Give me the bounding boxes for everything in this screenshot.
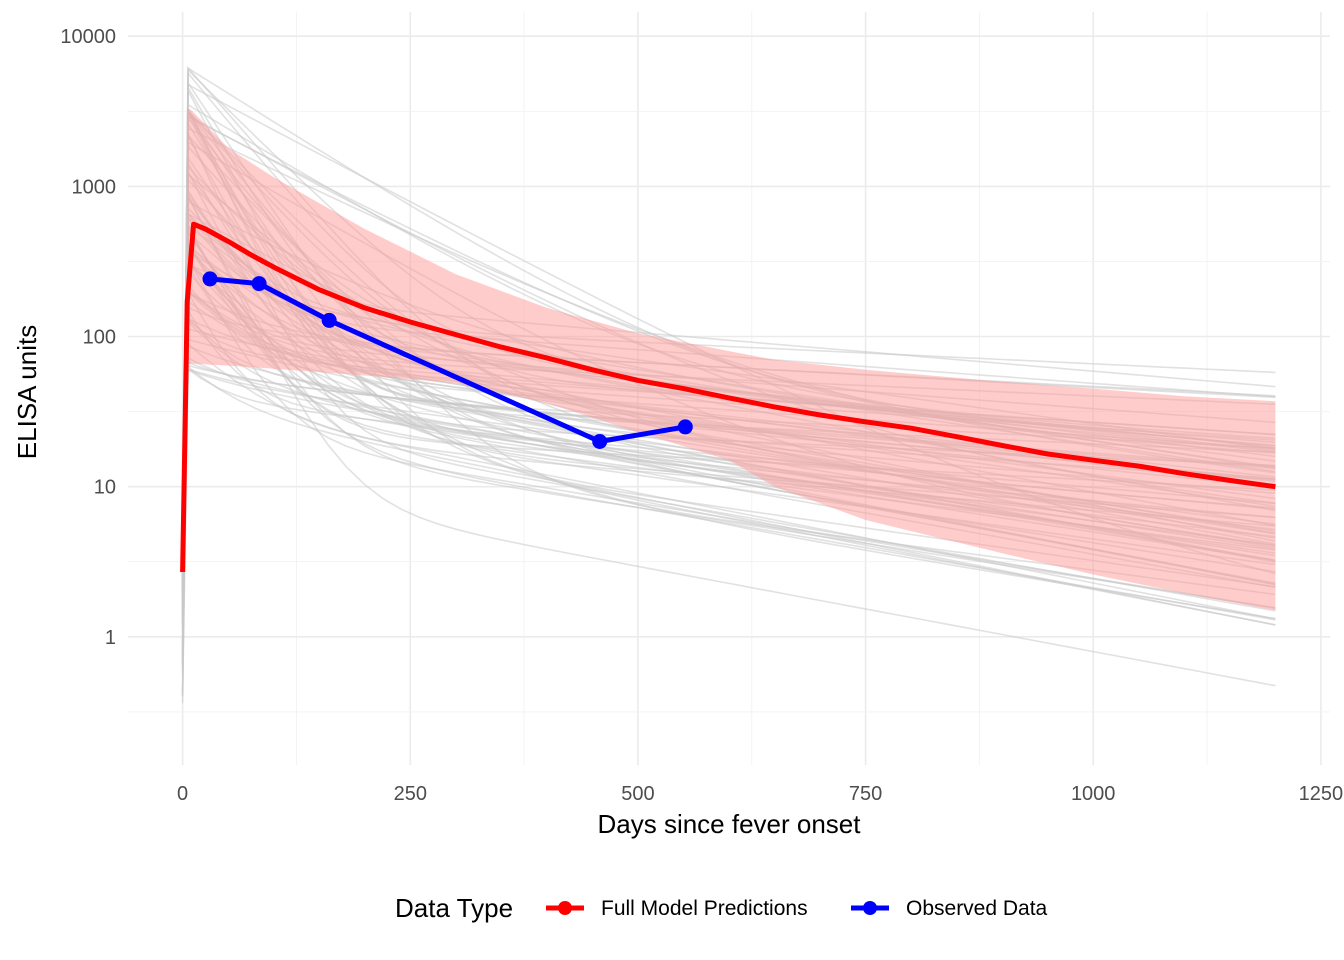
simulation-line <box>181 195 1276 687</box>
legend-label-observed: Observed Data <box>906 897 1048 920</box>
y-tick-label: 1000 <box>72 176 117 198</box>
legend-key-full-model-point <box>558 901 572 915</box>
legend-entry-full-model: Full Model Predictions <box>546 897 808 920</box>
simulation-line <box>181 133 1276 612</box>
data-point-observed-data <box>321 312 337 328</box>
simulation-line <box>181 364 1276 626</box>
simulation-line <box>181 289 1276 620</box>
legend: Data Type Full Model Predictions Observe… <box>395 893 1048 923</box>
series-lines <box>180 221 1276 573</box>
y-axis-tick-labels: 1 10 100 1000 10000 <box>60 26 116 649</box>
y-axis-title: ELISA units <box>12 325 42 459</box>
y-tick-label: 1 <box>105 627 116 649</box>
data-point-observed-data <box>677 419 693 435</box>
simulation-line <box>181 225 1276 621</box>
legend-title: Data Type <box>395 893 513 923</box>
y-tick-label: 10 <box>94 477 116 499</box>
data-point-observed-data <box>592 434 608 449</box>
data-point-observed-data <box>202 271 218 287</box>
prediction-ribbon <box>187 108 1276 611</box>
series-line-full-model-predictions <box>180 221 1276 573</box>
legend-entry-observed: Observed Data <box>851 897 1048 920</box>
ribbon-area <box>187 108 1276 611</box>
x-tick-label: 1250 <box>1299 783 1344 805</box>
data-point-observed-data <box>251 276 267 292</box>
x-tick-label: 750 <box>849 783 882 805</box>
x-axis-title: Days since fever onset <box>597 809 861 839</box>
x-axis-tick-labels: 0 250 500 750 1000 1250 <box>177 783 1343 805</box>
x-tick-label: 250 <box>394 783 427 805</box>
x-tick-label: 0 <box>177 783 188 805</box>
legend-key-observed-point <box>863 901 877 915</box>
legend-label-full-model: Full Model Predictions <box>601 897 808 920</box>
x-tick-label: 1000 <box>1071 783 1116 805</box>
y-tick-label: 10000 <box>60 26 116 48</box>
y-tick-label: 100 <box>83 327 116 349</box>
x-tick-label: 500 <box>621 783 654 805</box>
